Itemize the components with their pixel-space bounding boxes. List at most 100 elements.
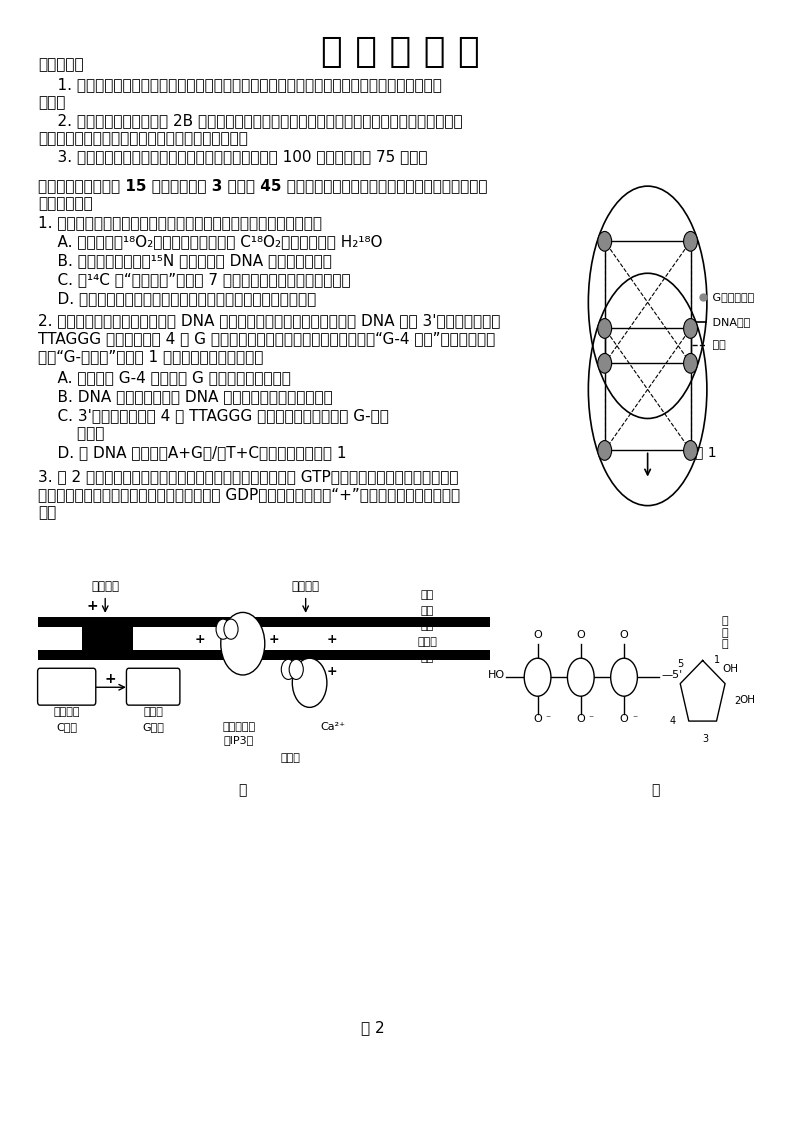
Bar [38, 650, 490, 661]
Text: C. 以¹⁴C 作“地质时钟”可测定 7 万年内化石中生物所生存的年代: C. 以¹⁴C 作“地质时钟”可测定 7 万年内化石中生物所生存的年代 [38, 271, 351, 286]
Text: 2. 科学家在人体癌细胞中发现了 DNA 的四螺旋结构，形成该结构的端粒 DNA 单链 3'突出端存在多个: 2. 科学家在人体癌细胞中发现了 DNA 的四螺旋结构，形成该结构的端粒 DNA… [38, 313, 501, 328]
Circle shape [282, 659, 295, 680]
Circle shape [567, 658, 594, 697]
Text: 二酰甸油: 二酰甸油 [292, 580, 320, 594]
Text: 5: 5 [677, 658, 683, 668]
Text: B. DNA 的四螺旋结构与 DNA 的双螺旋结构形成方式相同: B. DNA 的四螺旋结构与 DNA 的双螺旋结构形成方式相同 [38, 389, 333, 404]
Text: HO: HO [487, 670, 505, 680]
FancyBboxPatch shape [126, 668, 180, 705]
Text: 注意事项：: 注意事项： [38, 58, 84, 72]
Text: 体的“G-四联体”，如图 1 所示。下列叙述正确的是: 体的“G-四联体”，如图 1 所示。下列叙述正确的是 [38, 348, 264, 364]
Circle shape [221, 612, 265, 675]
Text: 肌醇三磷酸: 肌醇三磷酸 [222, 722, 255, 732]
Text: O: O [533, 630, 542, 640]
Text: OH: OH [739, 694, 755, 705]
Text: 生 物 学 试 卷: 生 物 学 试 卷 [321, 35, 479, 69]
Text: 3. 考试结束后，请将本试卷和答题卡一并交回。满分 100 分，考试用时 75 分钟。: 3. 考试结束后，请将本试卷和答题卡一并交回。满分 100 分，考试用时 75 … [38, 149, 428, 164]
Text: 的合成: 的合成 [418, 637, 438, 647]
Text: 胰蛋: 胰蛋 [421, 606, 434, 615]
Text: GPCR: GPCR [94, 639, 121, 649]
Text: P: P [229, 624, 234, 633]
Text: GDP: GDP [54, 681, 80, 693]
Text: P: P [294, 665, 298, 674]
Text: 氢键: 氢键 [709, 339, 726, 349]
Text: 启动: 启动 [421, 590, 434, 601]
Text: GPCR: GPCR [90, 619, 121, 629]
Text: D. 人鼠细胞融合实验用同位素标记法证明了细胞膜具有流动性: D. 人鼠细胞融合实验用同位素标记法证明了细胞膜具有流动性 [38, 291, 317, 305]
Text: GTP: GTP [141, 681, 166, 693]
Text: C. 3'突出端至少要有 4 个 TTAGGG 重复序列才能形成图示 G-四联: C. 3'突出端至少要有 4 个 TTAGGG 重复序列才能形成图示 G-四联 [38, 408, 390, 423]
Text: 一、选择题：本题共 15 小题，每小题 3 分，共 45 分。在每小题给出的四个选项中，只有一项是符合: 一、选择题：本题共 15 小题，每小题 3 分，共 45 分。在每小题给出的四个… [38, 178, 488, 193]
Circle shape [224, 619, 238, 639]
Circle shape [683, 353, 698, 373]
Text: 激活的: 激活的 [143, 707, 163, 717]
Circle shape [292, 658, 327, 707]
Text: 3: 3 [702, 734, 709, 744]
Circle shape [598, 353, 612, 373]
Text: G（鸟嘘呐）: G（鸟嘘呐） [709, 292, 754, 302]
Text: 未激活的: 未激活的 [54, 707, 80, 717]
Text: O: O [620, 630, 629, 640]
Bar [82, 627, 133, 661]
Text: 乙: 乙 [651, 784, 660, 797]
Text: 1. 答题前，考生务必用黑色碳素笔将自己的姓名、准考证号、考场号、座位号在答题卡上填写: 1. 答题前，考生务必用黑色碳素笔将自己的姓名、准考证号、考场号、座位号在答题卡… [38, 77, 442, 93]
Text: P: P [620, 671, 628, 684]
Text: D. 该 DNA 单链中（A+G）/（T+C）的値一定不等于 1: D. 该 DNA 单链中（A+G）/（T+C）的値一定不等于 1 [38, 444, 347, 460]
Text: 2: 2 [734, 697, 741, 707]
Text: P: P [534, 671, 542, 684]
Text: O: O [620, 714, 629, 724]
Text: +: + [326, 632, 337, 646]
Circle shape [683, 232, 698, 251]
Text: 净后，再选涂其他答案标号。在试题卷上作答无效。: 净后，再选涂其他答案标号。在试题卷上作答无效。 [38, 131, 248, 146]
Text: 化合物（图乙），脱去一分子磷酸基团可形成 GDP（鸟苷二磷酸），“+”表示激活。下列说法错误: 化合物（图乙），脱去一分子磷酸基团可形成 GDP（鸟苷二磷酸），“+”表示激活。… [38, 487, 461, 502]
Text: 题目要求的。: 题目要求的。 [38, 196, 93, 210]
Text: （IP3）: （IP3） [224, 735, 254, 745]
Text: +: + [194, 632, 205, 646]
Text: 的是: 的是 [38, 506, 57, 520]
Text: 清楚。: 清楚。 [38, 95, 66, 110]
Text: O: O [577, 714, 585, 724]
Circle shape [598, 441, 612, 460]
Text: OH: OH [722, 664, 738, 674]
Text: +: + [269, 632, 279, 646]
Text: 3. 图 2 甲是乙酰胆碱刺激腺细胞分泌胰蛋白酶的过程，已知 GTP（鸟苷三磷酸）是一种高能磷酸: 3. 图 2 甲是乙酰胆碱刺激腺细胞分泌胰蛋白酶的过程，已知 GTP（鸟苷三磷酸… [38, 469, 459, 484]
Text: 1: 1 [714, 656, 720, 665]
Text: ⁻: ⁻ [589, 714, 594, 724]
Text: 图 1: 图 1 [694, 444, 717, 459]
Text: 乙酰胆碱: 乙酰胆碱 [91, 580, 119, 594]
Text: 内质网: 内质网 [280, 753, 300, 763]
Text: 鸟
嘘
呐: 鸟 嘘 呐 [722, 616, 728, 649]
Text: Ca²⁺: Ca²⁺ [321, 722, 346, 732]
Text: A. 小白鼠吸入¹⁸O₂后呼出的气体不含有 C¹⁸O₂，尿液中含有 H₂¹⁸O: A. 小白鼠吸入¹⁸O₂后呼出的气体不含有 C¹⁸O₂，尿液中含有 H₂¹⁸O [38, 234, 383, 249]
Text: C蛋白: C蛋白 [56, 722, 77, 732]
Text: +: + [86, 598, 98, 613]
Text: 分泌: 分泌 [421, 653, 434, 663]
Text: B. 利用放射性同位素¹⁵N 标记证明了 DNA 半保留复制机制: B. 利用放射性同位素¹⁵N 标记证明了 DNA 半保留复制机制 [38, 252, 332, 268]
Circle shape [683, 441, 698, 460]
Circle shape [289, 659, 303, 680]
Text: +: + [326, 665, 337, 679]
Text: 4: 4 [670, 716, 676, 726]
Text: +: + [105, 673, 117, 687]
Circle shape [598, 232, 612, 251]
Text: PKC: PKC [300, 677, 319, 688]
Circle shape [683, 319, 698, 338]
Text: —5': —5' [661, 670, 682, 680]
Text: 体结构: 体结构 [38, 426, 105, 441]
Text: TTAGGG 重复序列，每 4 个 G 之间通过氢键等作用力形成一个正方形的“G-4 平面”，继而形成立: TTAGGG 重复序列，每 4 个 G 之间通过氢键等作用力形成一个正方形的“G… [38, 331, 496, 346]
Text: 白酶: 白酶 [421, 621, 434, 631]
Text: P: P [286, 665, 291, 674]
FancyBboxPatch shape [38, 668, 96, 705]
Circle shape [524, 658, 551, 697]
Text: O: O [577, 630, 585, 640]
Text: DNA单链: DNA单链 [709, 318, 750, 327]
Text: ⁻: ⁻ [632, 714, 637, 724]
Bar [38, 616, 490, 627]
Text: G蛋白: G蛋白 [142, 722, 164, 732]
Text: 甲: 甲 [238, 784, 247, 797]
Text: 图 2: 图 2 [361, 1020, 384, 1035]
Circle shape [598, 319, 612, 338]
Text: 2. 每小题选出答案后，用 2B 铅笔把答题卡上对应题目的答案标号涂黑。如需改动，用橡皮擦干: 2. 每小题选出答案后，用 2B 铅笔把答题卡上对应题目的答案标号涂黑。如需改动… [38, 113, 463, 128]
Text: O: O [533, 714, 542, 724]
Text: P: P [577, 671, 585, 684]
